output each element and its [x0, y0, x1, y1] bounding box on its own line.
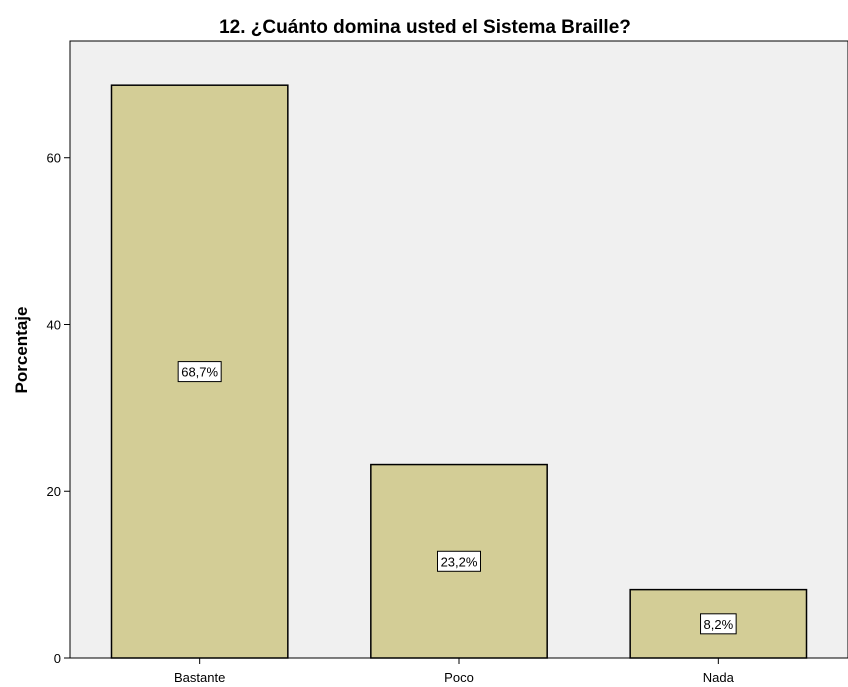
data-label: 23,2%: [441, 554, 478, 569]
data-label-box: [700, 613, 737, 635]
y-tick-label: 60: [47, 151, 61, 166]
x-tick-label: Nada: [703, 670, 735, 685]
y-tick-label: 0: [54, 651, 61, 666]
x-tick-label: Bastante: [174, 670, 225, 685]
y-tick-label: 40: [47, 317, 61, 332]
bars-group: 68,7% 23,2% 8,2%: [110, 84, 808, 659]
data-label-box: [177, 361, 222, 383]
y-tick-label: 20: [47, 484, 61, 499]
data-label-box: [437, 550, 481, 572]
chart-title: 12. ¿Cuánto domina usted el Sistema Brai…: [219, 17, 631, 38]
y-axis-ticks: 0 20 40 60: [47, 151, 70, 666]
data-label: 68,7%: [181, 365, 218, 380]
x-tick-label: Poco: [444, 670, 474, 685]
y-axis-label: Porcentaje: [12, 307, 31, 394]
x-axis-ticks: Bastante Poco Nada: [174, 658, 735, 685]
data-label: 8,2%: [704, 617, 734, 632]
